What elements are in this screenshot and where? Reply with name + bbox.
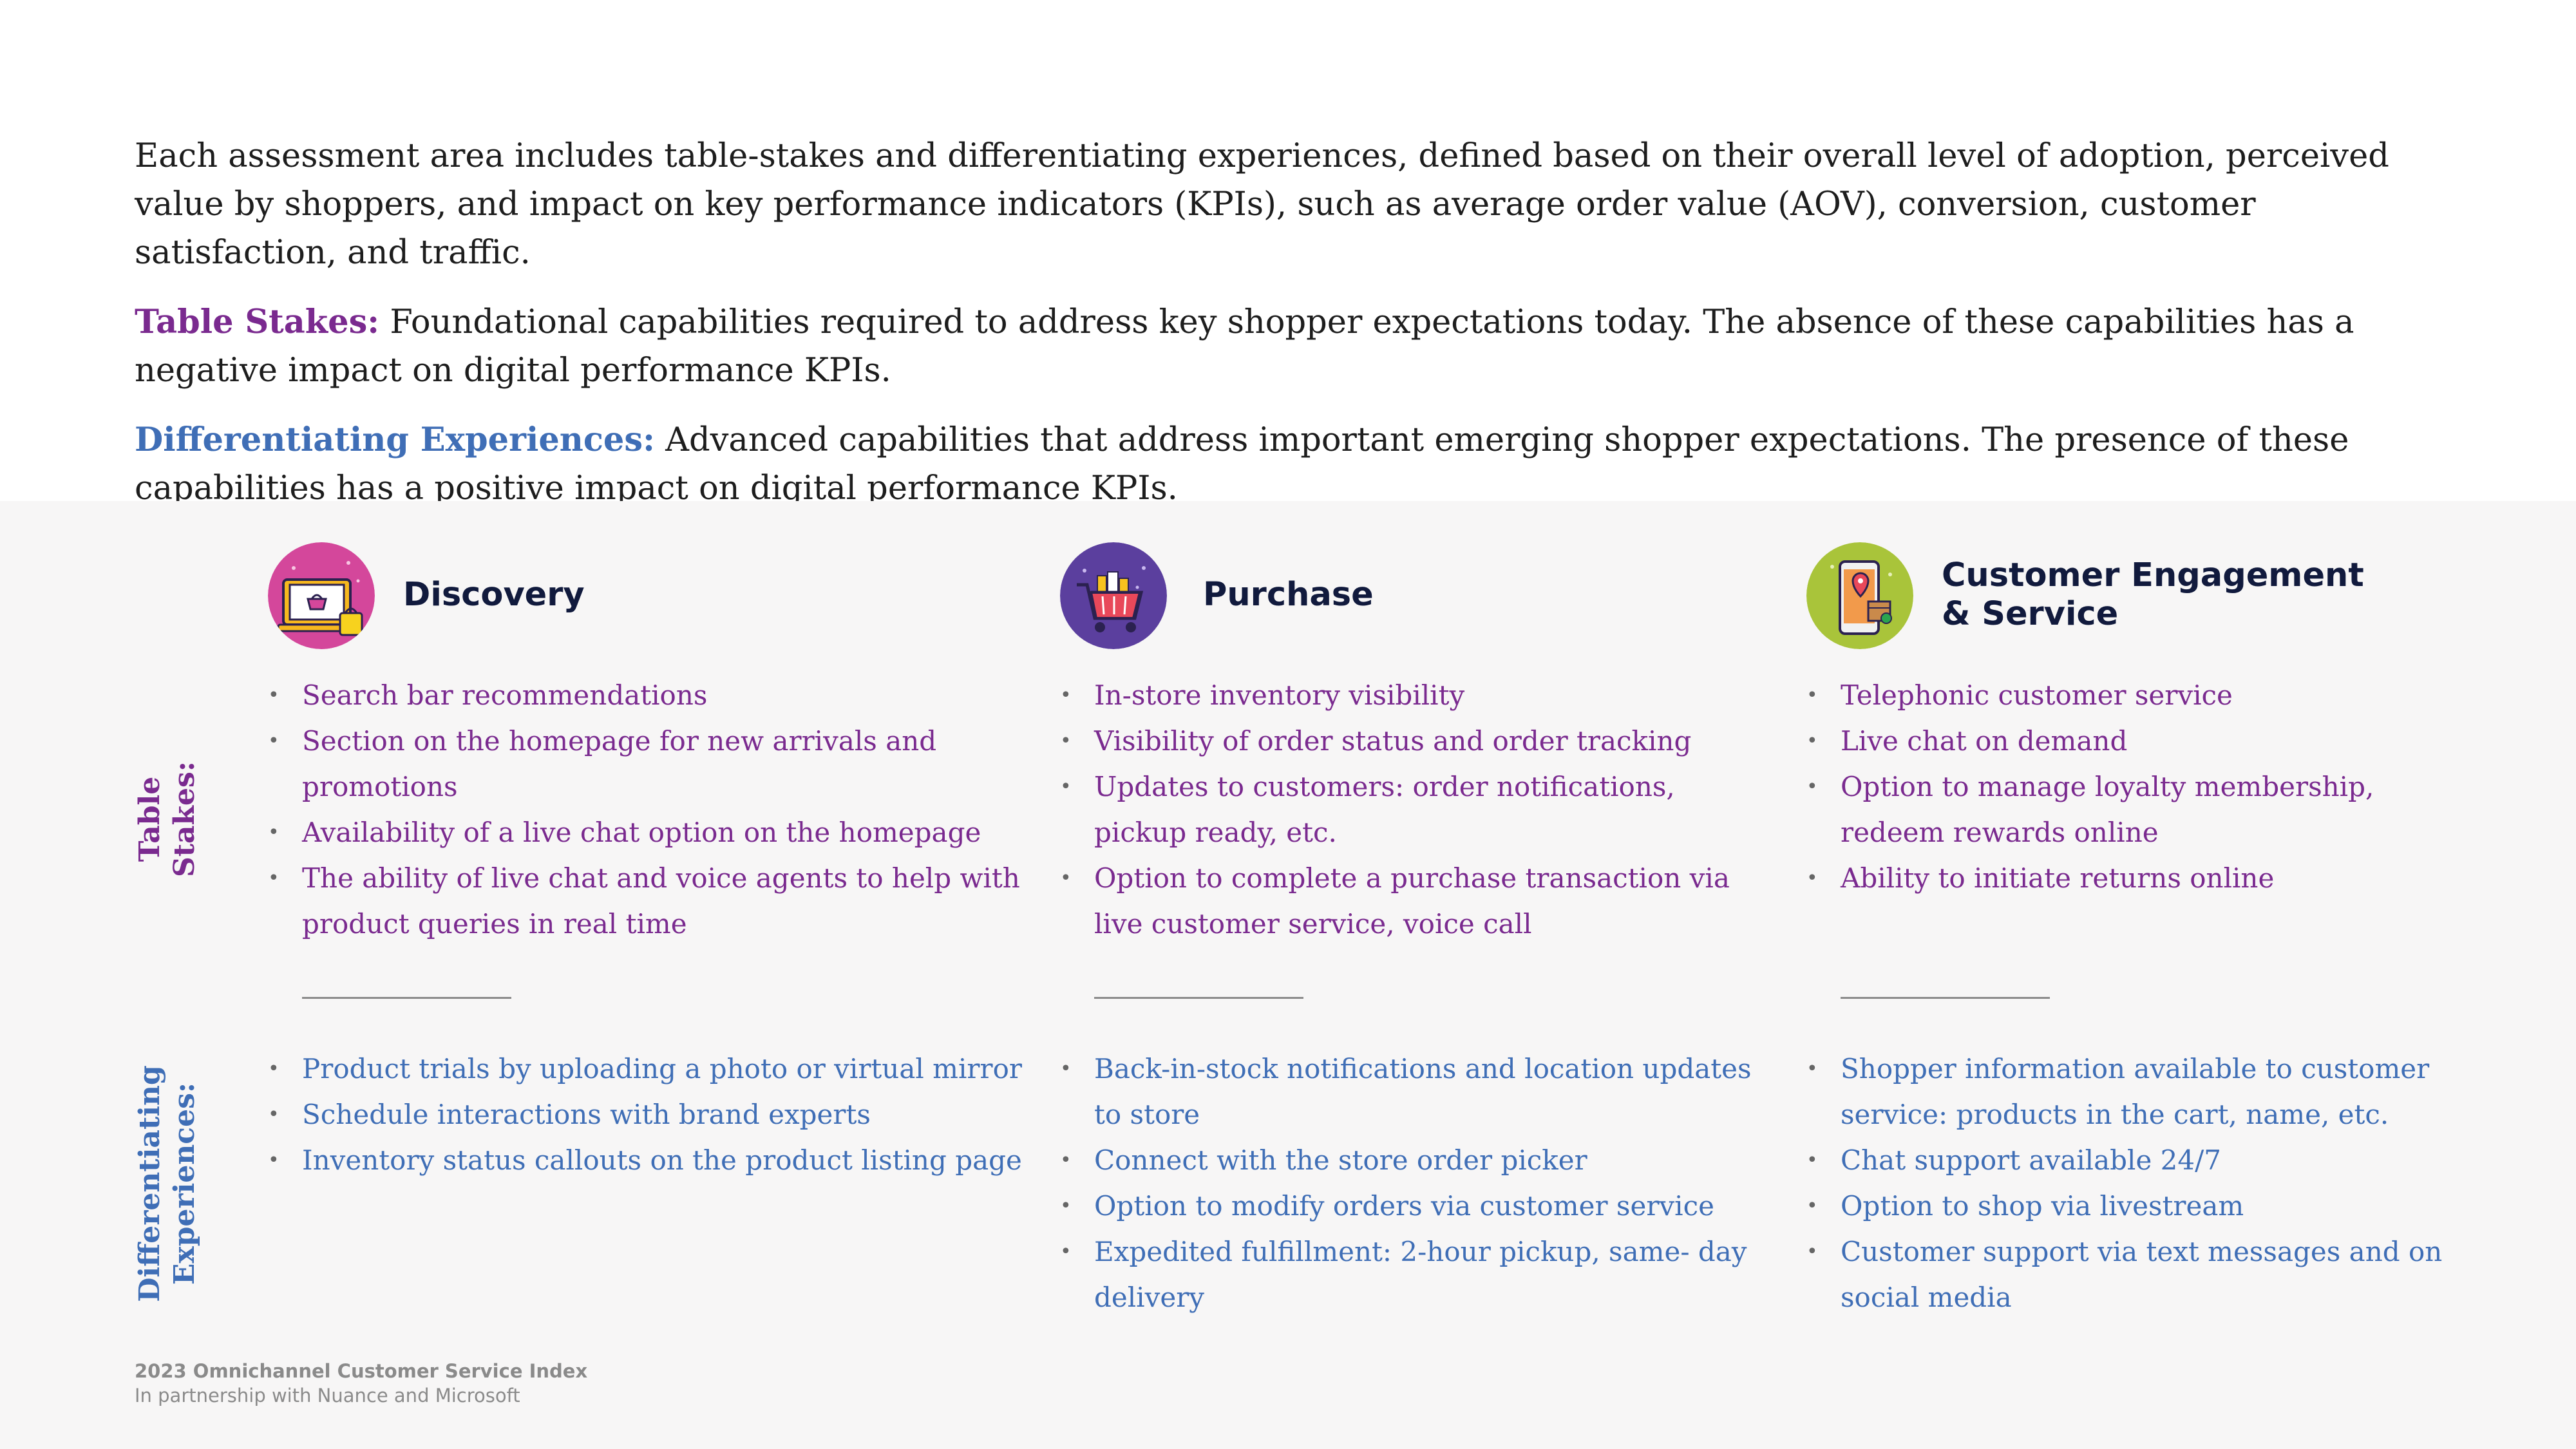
- differentiating-list: Shopper information available to custome…: [1806, 1046, 2450, 1320]
- column-purchase: Purchase In-store inventory visibility V…: [1060, 542, 1756, 1313]
- list-item: Schedule interactions with brand experts: [268, 1092, 1022, 1137]
- intro-text: Each assessment area includes table-stak…: [135, 132, 2427, 534]
- column-title: Purchase: [1203, 576, 1374, 614]
- differentiating-list: Back-in-stock notifications and location…: [1060, 1046, 1756, 1320]
- list-item: The ability of live chat and voice agent…: [268, 855, 1028, 947]
- side-label-differentiating: Differentiating Experiences:: [133, 1065, 201, 1302]
- list-item: Inventory status callouts on the product…: [268, 1137, 1022, 1183]
- column-header: Customer Engagement & Service: [1806, 542, 2450, 652]
- footer-subtitle: In partnership with Nuance and Microsoft: [135, 1385, 520, 1406]
- table-stakes-definition: Table Stakes: Foundational capabilities …: [135, 298, 2427, 395]
- list-item: Product trials by uploading a photo or v…: [268, 1046, 1022, 1092]
- list-item: Option to complete a purchase transactio…: [1060, 855, 1756, 947]
- divider: [1841, 997, 2050, 999]
- differentiating-label: Differentiating Experiences:: [135, 421, 655, 459]
- list-item: Expedited fulfillment: 2-hour pickup, sa…: [1060, 1229, 1756, 1320]
- list-item: Option to modify orders via customer ser…: [1060, 1183, 1756, 1229]
- column-header: Discovery: [268, 542, 1028, 652]
- list-item: Option to manage loyalty membership, red…: [1806, 764, 2450, 855]
- mobile-location-icon: [1806, 542, 1913, 649]
- column-header: Purchase: [1060, 542, 1756, 652]
- differentiating-text: Advanced capabilities that address impor…: [135, 421, 2349, 507]
- footer: 2023 Omnichannel Customer Service Index …: [135, 1359, 587, 1408]
- table-stakes-text: Foundational capabilities required to ad…: [135, 303, 2354, 390]
- column-title: Customer Engagement & Service: [1942, 556, 2364, 633]
- list-item: Shopper information available to custome…: [1806, 1046, 2450, 1137]
- list-item: Visibility of order status and order tra…: [1060, 718, 1756, 764]
- column-title: Discovery: [403, 576, 585, 614]
- side-label-table-stakes: Table Stakes:: [133, 761, 201, 878]
- list-item: Customer support via text messages and o…: [1806, 1229, 2450, 1320]
- differentiating-definition: Differentiating Experiences: Advanced ca…: [135, 416, 2427, 513]
- table-stakes-label: Table Stakes:: [135, 303, 380, 341]
- list-item: Chat support available 24/7: [1806, 1137, 2450, 1183]
- footer-title: 2023 Omnichannel Customer Service Index: [135, 1360, 588, 1382]
- column-customer-engagement: Customer Engagement & Service Telephonic…: [1806, 542, 2450, 1313]
- divider: [302, 997, 511, 999]
- list-item: Updates to customers: order notification…: [1060, 764, 1756, 855]
- list-item: Live chat on demand: [1806, 718, 2450, 764]
- intro-paragraph: Each assessment area includes table-stak…: [135, 137, 2389, 272]
- table-stakes-list: Telephonic customer service Live chat on…: [1806, 672, 2450, 901]
- list-item: Option to shop via livestream: [1806, 1183, 2450, 1229]
- column-discovery: Discovery Search bar recommendations Sec…: [268, 542, 1028, 1183]
- list-item: Ability to initiate returns online: [1806, 855, 2450, 901]
- shopping-cart-icon: [1060, 542, 1167, 649]
- list-item: Connect with the store order picker: [1060, 1137, 1756, 1183]
- laptop-shopping-basket-icon: [268, 542, 375, 649]
- list-item: Search bar recommendations: [268, 672, 1028, 718]
- list-item: Availability of a live chat option on th…: [268, 810, 1028, 855]
- divider: [1094, 997, 1303, 999]
- table-stakes-list: Search bar recommendations Section on th…: [268, 672, 1028, 947]
- list-item: Section on the homepage for new arrivals…: [268, 718, 1028, 810]
- differentiating-list: Product trials by uploading a photo or v…: [268, 1046, 1022, 1183]
- table-stakes-list: In-store inventory visibility Visibility…: [1060, 672, 1756, 947]
- list-item: In-store inventory visibility: [1060, 672, 1756, 718]
- list-item: Back-in-stock notifications and location…: [1060, 1046, 1756, 1137]
- list-item: Telephonic customer service: [1806, 672, 2450, 718]
